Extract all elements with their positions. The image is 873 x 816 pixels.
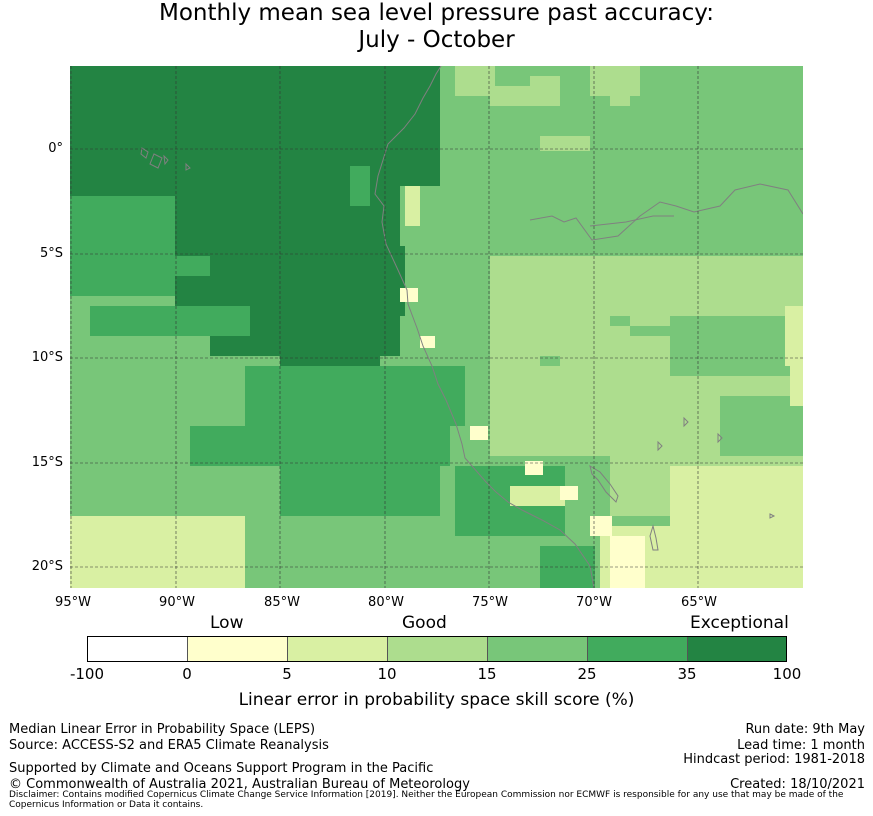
lat-label-15s: 15°S xyxy=(31,455,63,470)
region-pale-se xyxy=(670,466,803,526)
lon-label-95w: 95°W xyxy=(55,595,91,610)
footer-created: Created: 18/10/2021 xyxy=(730,777,865,792)
region-light-ne-5 xyxy=(540,136,590,151)
spot-1 xyxy=(540,356,560,366)
region-light-ne-6 xyxy=(590,66,640,96)
lon-label-90w: 90°W xyxy=(159,595,195,610)
skill-map xyxy=(70,66,803,588)
lat-label-5s: 5°S xyxy=(39,246,63,261)
footer-method: Median Linear Error in Probability Space… xyxy=(9,722,316,737)
south-america-coastline xyxy=(374,66,595,588)
spot-pale-2 xyxy=(420,336,435,348)
lon-label-70w: 70°W xyxy=(576,595,612,610)
colorbar-segment-1 xyxy=(88,637,188,661)
region-green-land-e xyxy=(670,316,800,376)
colorbar-tick--100: -100 xyxy=(69,665,105,683)
region-medium-south xyxy=(245,366,465,426)
spot-pale-5 xyxy=(560,486,578,500)
colorbar-tick-100: 100 xyxy=(772,665,802,683)
region-medium-band xyxy=(90,306,250,336)
lon-label-65w: 65°W xyxy=(681,595,717,610)
colorbar-segment-2 xyxy=(188,637,288,661)
colorbar-tick-25: 25 xyxy=(577,665,597,683)
lon-label-75w: 75°W xyxy=(472,595,508,610)
footer-source: Source: ACCESS-S2 and ERA5 Climate Reana… xyxy=(9,738,329,753)
spot-pale-3 xyxy=(470,426,488,440)
colorbar xyxy=(87,636,787,662)
category-label-low: Low xyxy=(210,613,244,633)
category-label-exceptional: Exceptional xyxy=(690,613,789,633)
colorbar-tick-35: 35 xyxy=(677,665,697,683)
region-pale-coast-2 xyxy=(510,486,565,506)
lat-label-10s: 10°S xyxy=(31,350,63,365)
skill-cells xyxy=(70,66,803,588)
footer-copyright: © Commonwealth of Australia 2021, Austra… xyxy=(9,777,470,792)
galapagos-islands xyxy=(140,147,191,171)
skill-map-canvas xyxy=(70,66,803,588)
river-tributary xyxy=(589,215,674,227)
lon-label-80w: 80°W xyxy=(368,595,404,610)
footer-disclaimer: Disclaimer: Contains modified Copernicus… xyxy=(9,790,844,810)
colorbar-segment-7 xyxy=(688,637,786,661)
small-lake-2 xyxy=(683,416,689,428)
region-dark-north xyxy=(70,66,440,186)
colorbar-segment-3 xyxy=(288,637,388,661)
colorbar-tick-0: 0 xyxy=(182,665,192,683)
graticule xyxy=(70,66,803,588)
lat-label-20s: 20°S xyxy=(31,559,63,574)
colorbar-segment-4 xyxy=(388,637,488,661)
region-pale-sw xyxy=(70,516,245,588)
coastline xyxy=(140,66,803,588)
footer-hindcast-period: Hindcast period: 1981-2018 xyxy=(683,752,865,767)
lon-label-85w: 85°W xyxy=(264,595,300,610)
category-label-good: Good xyxy=(402,613,447,633)
region-medium-spot xyxy=(350,166,370,206)
footer-run-date: Run date: 9th May xyxy=(745,722,865,737)
region-medium-west-2 xyxy=(70,256,210,276)
region-medium-south-3 xyxy=(280,466,440,516)
region-light-ne-3 xyxy=(530,76,560,106)
lat-label-0: 0° xyxy=(48,141,63,156)
region-medium-south-2 xyxy=(190,426,450,466)
spot-pale-6 xyxy=(590,516,612,536)
small-lake-3 xyxy=(717,432,723,444)
small-lake-1 xyxy=(657,440,663,452)
region-light-ne xyxy=(455,66,495,96)
colorbar-tick-5: 5 xyxy=(282,665,292,683)
spot-pale-4 xyxy=(525,461,543,475)
spot-pale-7 xyxy=(610,536,645,588)
amazon-river xyxy=(529,183,803,241)
map-title: Monthly mean sea level pressure past acc… xyxy=(0,0,873,54)
region-medium-west-3 xyxy=(70,276,175,296)
region-pale-e xyxy=(785,306,803,366)
region-dark-center xyxy=(175,246,405,316)
spot-2 xyxy=(610,316,630,326)
colorbar-segment-6 xyxy=(588,637,688,661)
region-light-land-2 xyxy=(490,396,720,456)
colorbar-tick-10: 10 xyxy=(377,665,397,683)
region-pale-e-2 xyxy=(790,366,803,406)
title-line-2: July - October xyxy=(358,27,515,53)
title-line-1: Monthly mean sea level pressure past acc… xyxy=(159,0,714,26)
footer-support: Supported by Climate and Oceans Support … xyxy=(9,761,434,776)
spot-pale-1 xyxy=(400,288,418,302)
spot-3 xyxy=(630,326,670,336)
colorbar-segment-5 xyxy=(488,637,588,661)
region-medium-west xyxy=(70,196,175,256)
footer-lead-time: Lead time: 1 month xyxy=(737,738,865,753)
region-pale-coast xyxy=(405,186,420,226)
colorbar-tick-15: 15 xyxy=(477,665,497,683)
small-lake-4 xyxy=(769,513,776,519)
colorbar-label: Linear error in probability space skill … xyxy=(238,690,635,710)
poopo-lake xyxy=(649,524,659,551)
